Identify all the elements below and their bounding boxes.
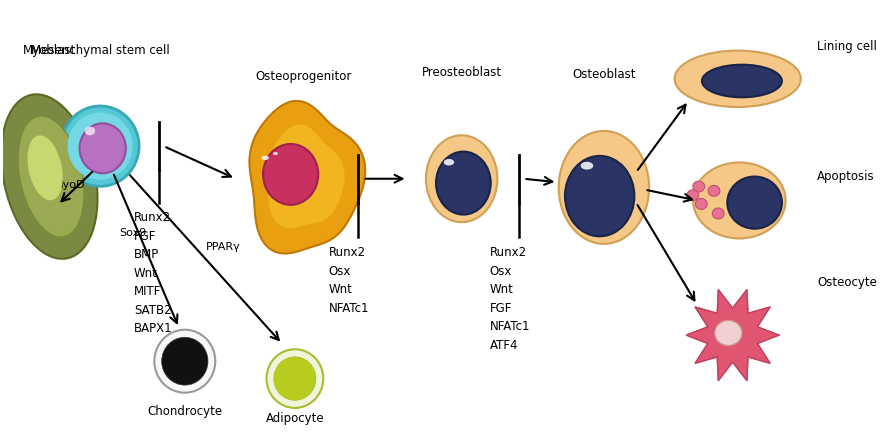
Text: Osteoprogenitor: Osteoprogenitor xyxy=(255,70,352,83)
Text: Runx2
Osx
Wnt
FGF
NFATc1
ATF4: Runx2 Osx Wnt FGF NFATc1 ATF4 xyxy=(490,246,530,352)
Ellipse shape xyxy=(702,65,781,97)
Ellipse shape xyxy=(261,156,269,160)
Ellipse shape xyxy=(1,94,97,259)
Ellipse shape xyxy=(274,357,316,400)
Text: Lining cell: Lining cell xyxy=(817,40,877,53)
Polygon shape xyxy=(268,125,344,227)
Text: Chondrocyte: Chondrocyte xyxy=(147,405,222,418)
Ellipse shape xyxy=(426,135,497,222)
Ellipse shape xyxy=(18,116,84,237)
Ellipse shape xyxy=(559,131,649,244)
Ellipse shape xyxy=(85,127,95,135)
Text: Runx2
FGF
BMP
Wnt
MITF
SATB2
BAPX1: Runx2 FGF BMP Wnt MITF SATB2 BAPX1 xyxy=(134,211,173,335)
Text: Preosteoblast: Preosteoblast xyxy=(422,66,501,79)
Text: Myoblast: Myoblast xyxy=(23,44,76,57)
Ellipse shape xyxy=(80,123,126,173)
Ellipse shape xyxy=(67,113,133,180)
Text: MyoD: MyoD xyxy=(53,180,85,190)
Polygon shape xyxy=(250,101,365,253)
Ellipse shape xyxy=(715,320,742,345)
Ellipse shape xyxy=(273,152,278,155)
Ellipse shape xyxy=(712,208,724,219)
Text: Osteocyte: Osteocyte xyxy=(817,276,877,290)
Ellipse shape xyxy=(708,186,719,196)
Ellipse shape xyxy=(436,151,491,215)
Text: Mesenchymal stem cell: Mesenchymal stem cell xyxy=(31,44,169,57)
Text: Apoptosis: Apoptosis xyxy=(817,170,874,183)
Ellipse shape xyxy=(693,181,704,192)
Text: Sox9: Sox9 xyxy=(120,228,147,238)
Ellipse shape xyxy=(61,106,139,186)
Ellipse shape xyxy=(27,136,63,200)
Ellipse shape xyxy=(580,162,594,169)
Ellipse shape xyxy=(267,349,323,408)
Ellipse shape xyxy=(161,337,208,385)
Polygon shape xyxy=(687,290,779,381)
Ellipse shape xyxy=(565,156,634,236)
Text: PPARγ: PPARγ xyxy=(206,242,241,252)
Ellipse shape xyxy=(154,330,215,392)
Ellipse shape xyxy=(693,162,786,238)
Text: Osteoblast: Osteoblast xyxy=(572,68,635,81)
Ellipse shape xyxy=(263,144,318,205)
Text: Runx2
Osx
Wnt
NFATc1: Runx2 Osx Wnt NFATc1 xyxy=(329,246,369,315)
Ellipse shape xyxy=(727,176,782,229)
Ellipse shape xyxy=(687,190,699,201)
Ellipse shape xyxy=(674,51,801,107)
Text: Adipocyte: Adipocyte xyxy=(266,412,324,425)
Ellipse shape xyxy=(444,159,455,165)
Ellipse shape xyxy=(696,198,707,209)
